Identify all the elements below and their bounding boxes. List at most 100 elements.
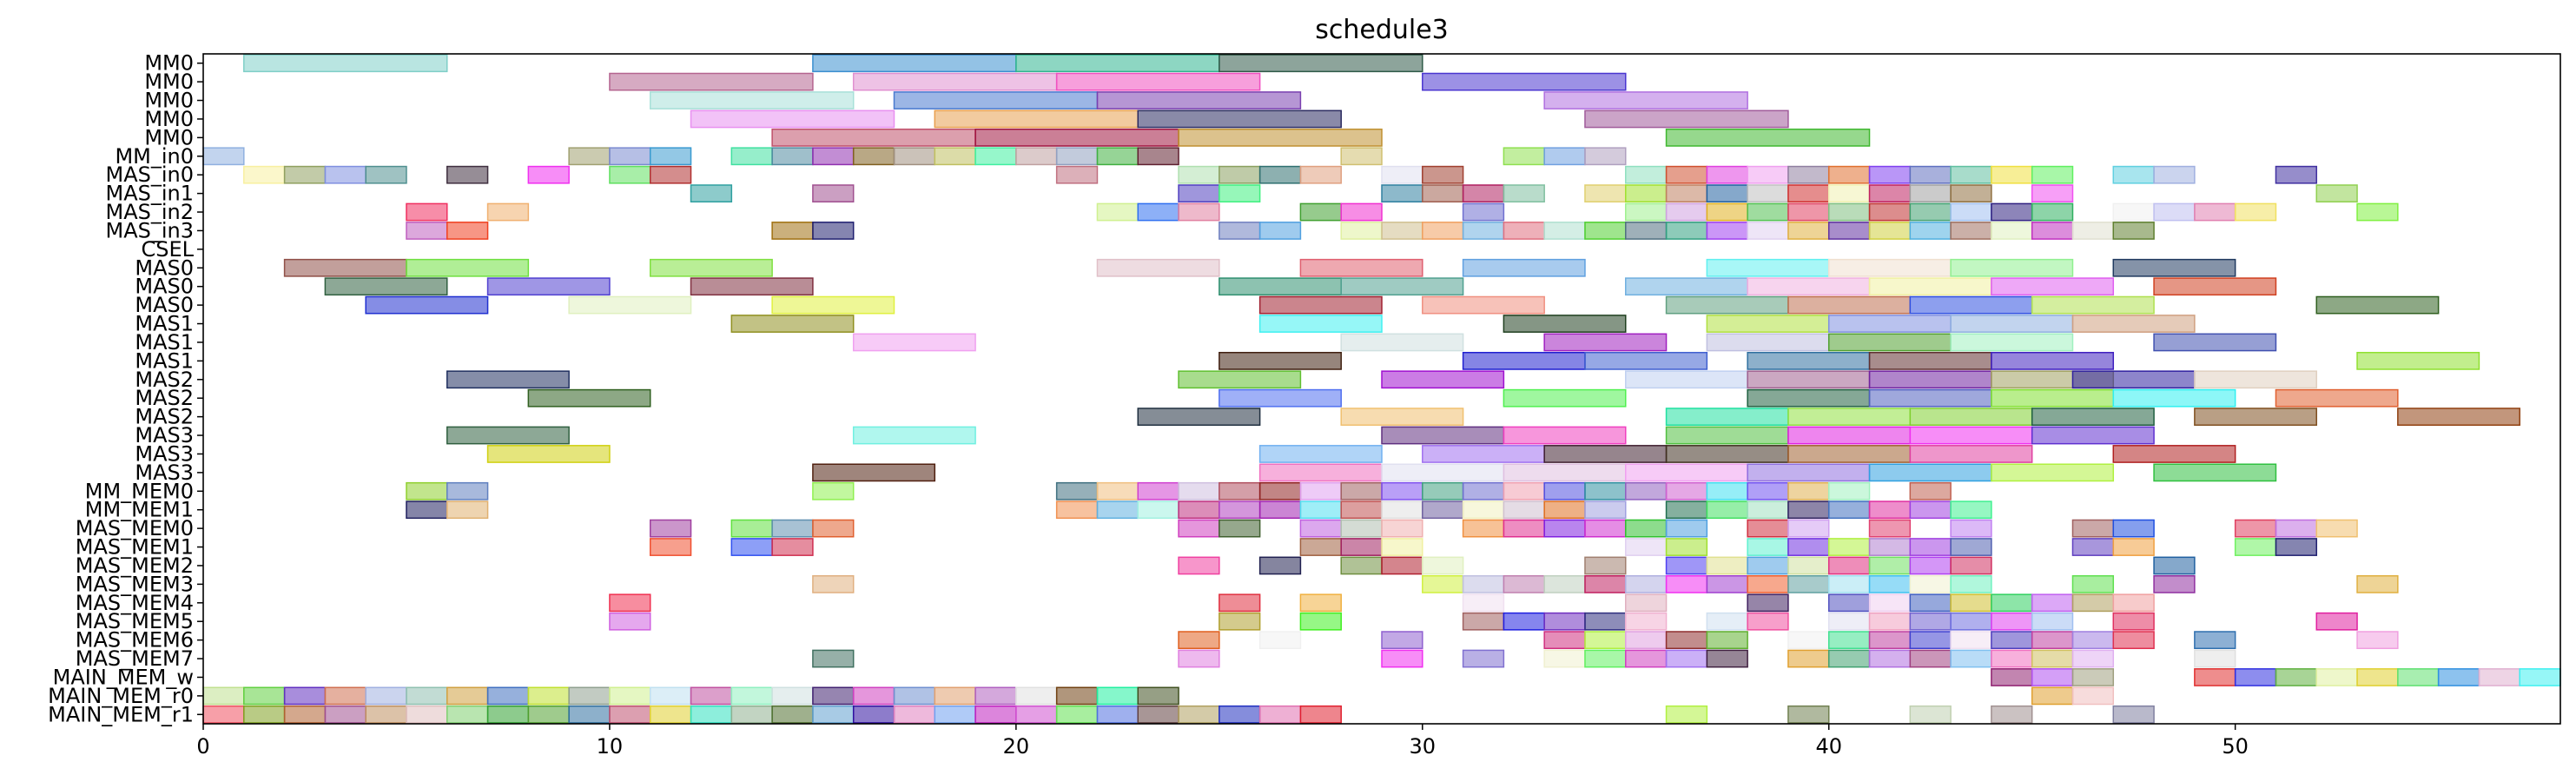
task-bar (1381, 519, 1423, 538)
task-bar (1747, 351, 1871, 370)
task-bar (1868, 538, 1912, 556)
task-bar (1096, 147, 1139, 166)
task-bar (406, 481, 448, 500)
task-bar (1868, 574, 1912, 593)
task-bar (1422, 574, 1464, 593)
task-bar (1625, 184, 1668, 203)
task-bar (1178, 370, 1302, 389)
task-bar (568, 686, 611, 706)
task-bar (1665, 408, 1789, 427)
task-bar (1584, 147, 1627, 166)
task-bar (1543, 649, 1586, 668)
task-bar (893, 147, 936, 166)
task-bar (1950, 202, 1992, 222)
task-bar (1543, 147, 1586, 166)
task-bar (1381, 481, 1423, 500)
task-bar (1543, 574, 1586, 593)
task-bar (812, 147, 855, 166)
task-bar (1827, 500, 1871, 520)
task-bar (1137, 147, 1179, 166)
task-bar (1827, 538, 1871, 556)
task-bar (1950, 556, 1992, 575)
task-bar (446, 222, 489, 240)
task-bar (771, 519, 814, 538)
task-bar (2356, 202, 2399, 222)
task-bar (1178, 165, 1220, 184)
task-bar (1178, 184, 1220, 203)
task-bar (852, 426, 976, 445)
chart-title: schedule3 (1315, 15, 1449, 45)
task-bar (1340, 500, 1383, 520)
task-bar (1747, 222, 1789, 240)
task-bar (1462, 202, 1505, 222)
task-bar (1665, 202, 1708, 222)
task-bar (1219, 500, 1261, 520)
task-bar (1827, 315, 1952, 333)
task-bar (1503, 426, 1627, 445)
task-bar (690, 184, 733, 203)
task-bar (1868, 612, 1912, 631)
task-bar (690, 705, 733, 724)
task-bar (771, 295, 895, 315)
task-bar (1827, 481, 1871, 500)
task-bar (1422, 445, 1545, 463)
task-bar (1462, 258, 1586, 277)
task-bar (2153, 574, 2196, 593)
task-bar (1503, 147, 1545, 166)
task-bar (1747, 538, 1789, 556)
task-bar (1909, 165, 1952, 184)
task-bar (1462, 519, 1505, 538)
task-bar (2112, 445, 2236, 463)
task-bar (1868, 388, 1992, 408)
task-bar (609, 593, 651, 613)
task-bar (2071, 315, 2196, 333)
task-bar (527, 686, 570, 706)
task-bar (1909, 408, 2033, 427)
task-bar (2112, 388, 2236, 408)
task-bar (852, 147, 895, 166)
task-bar (1219, 277, 1342, 296)
task-bar (2275, 388, 2399, 408)
y-tick-label: MAIN_MEM_r0 (48, 684, 194, 708)
task-bar (2071, 538, 2115, 556)
task-bar (771, 538, 814, 556)
y-tick-label: CSEL (141, 237, 194, 262)
task-bar (690, 277, 814, 296)
task-bar (1299, 612, 1342, 631)
task-bar (1827, 165, 1871, 184)
task-bar (1543, 91, 1748, 109)
task-bar (2071, 519, 2115, 538)
task-bar (2112, 705, 2155, 724)
task-bar (1422, 165, 1464, 184)
y-tick-label: MAS_in2 (105, 200, 194, 224)
y-tick-label: MM0 (144, 125, 194, 149)
task-bar (2194, 370, 2317, 389)
task-bar (1381, 649, 1423, 668)
task-bar (2194, 631, 2236, 650)
task-bar (2071, 649, 2115, 668)
task-bar (2112, 612, 2155, 631)
task-bar (1462, 184, 1505, 203)
task-bar (1706, 500, 1748, 520)
task-bar (2234, 519, 2277, 538)
task-bar (852, 333, 976, 352)
task-bar (1706, 556, 1748, 575)
task-bar (1706, 258, 1830, 277)
task-bar (730, 686, 773, 706)
task-bar (1503, 463, 1627, 482)
task-bar (2112, 165, 2155, 184)
task-bar (934, 705, 976, 724)
task-bar (1258, 500, 1302, 520)
task-bar (1787, 631, 1830, 650)
y-tick-label: MM0 (144, 51, 194, 76)
task-bar (649, 258, 773, 277)
task-bar (1584, 500, 1627, 520)
task-bar (2071, 574, 2115, 593)
task-bar (1909, 705, 1952, 724)
task-bar (1665, 426, 1789, 445)
task-bar (1991, 222, 2033, 240)
task-bar (1747, 519, 1789, 538)
task-bar (1584, 351, 1708, 370)
task-bar (1503, 481, 1545, 500)
task-bar (934, 686, 976, 706)
